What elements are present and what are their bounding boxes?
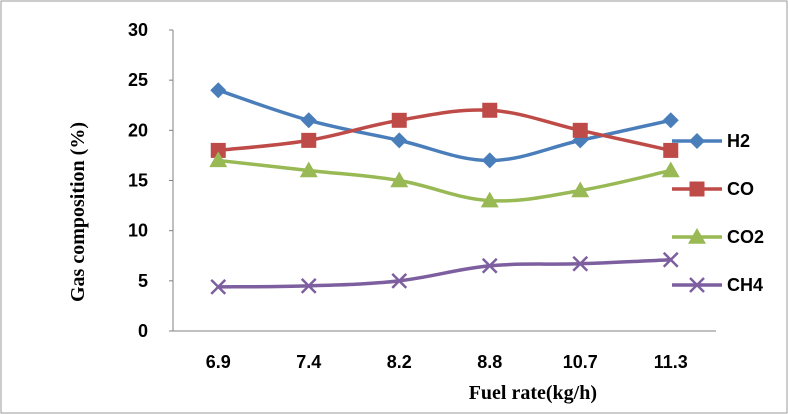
series-ch4 bbox=[210, 251, 679, 295]
legend-item-co: CO bbox=[672, 179, 754, 199]
data-point-ch4 bbox=[210, 278, 227, 295]
legend-marker-h2 bbox=[689, 133, 705, 149]
legend: H2 CO CO2 CH4 bbox=[672, 131, 764, 295]
data-point-co bbox=[482, 102, 498, 118]
legend-label: CO bbox=[727, 179, 754, 199]
data-point-h2 bbox=[300, 112, 317, 129]
data-point-co2 bbox=[480, 191, 499, 208]
x-tick-label: 8.8 bbox=[477, 352, 502, 372]
data-point-h2 bbox=[662, 112, 679, 129]
series-line-h2 bbox=[217, 88, 672, 163]
series-line-co2 bbox=[218, 158, 672, 203]
legend-label: CO2 bbox=[727, 227, 764, 247]
series-co bbox=[210, 102, 679, 158]
x-tick-label: 10.7 bbox=[563, 352, 598, 372]
legend-item-ch4: CH4 bbox=[672, 275, 763, 295]
data-point-ch4 bbox=[662, 251, 679, 268]
legend-label: CH4 bbox=[727, 275, 763, 295]
x-tick-label: 11.3 bbox=[654, 352, 688, 372]
data-point-ch4 bbox=[481, 257, 498, 274]
data-point-h2 bbox=[210, 82, 227, 99]
data-point-co2 bbox=[390, 171, 409, 188]
data-point-h2 bbox=[481, 152, 498, 169]
data-point-ch4 bbox=[391, 272, 408, 289]
y-tick-label: 30 bbox=[128, 20, 148, 40]
y-axis-title: Gas composition (%) bbox=[67, 122, 89, 302]
data-point-ch4 bbox=[300, 277, 317, 294]
series-co2 bbox=[209, 151, 680, 208]
data-point-co bbox=[301, 132, 317, 148]
y-tick-label: 0 bbox=[138, 321, 148, 341]
series-line-co bbox=[218, 108, 672, 153]
x-tick-label: 6.9 bbox=[206, 352, 231, 372]
y-tick-label: 20 bbox=[128, 120, 148, 140]
data-point-co bbox=[663, 142, 679, 158]
data-point-h2 bbox=[391, 132, 408, 149]
x-tick-label: 7.4 bbox=[296, 352, 321, 372]
legend-marker-co2 bbox=[688, 228, 706, 244]
x-axis-title: Fuel rate(kg/h) bbox=[469, 382, 597, 404]
legend-marker-co bbox=[689, 181, 705, 197]
legend-marker-ch4 bbox=[689, 277, 705, 293]
y-tick-label: 15 bbox=[128, 171, 148, 191]
data-point-co2 bbox=[571, 181, 590, 198]
legend-label: H2 bbox=[727, 131, 750, 151]
y-tick-label: 25 bbox=[128, 70, 148, 90]
data-point-ch4 bbox=[572, 255, 589, 272]
data-point-co2 bbox=[661, 161, 680, 178]
legend-item-h2: H2 bbox=[672, 131, 750, 151]
y-tick-label: 5 bbox=[138, 271, 148, 291]
x-tick-labels: 6.9 7.4 8.2 8.8 10.7 11.3 bbox=[206, 352, 688, 372]
data-point-co2 bbox=[209, 151, 228, 168]
legend-item-co2: CO2 bbox=[672, 227, 764, 247]
data-point-co bbox=[210, 142, 226, 158]
series-layer bbox=[209, 82, 680, 295]
data-point-co bbox=[391, 112, 407, 128]
data-point-co2 bbox=[299, 161, 318, 178]
y-tick-label: 10 bbox=[128, 221, 148, 241]
x-tick-label: 8.2 bbox=[387, 352, 412, 372]
series-line-ch4 bbox=[218, 258, 671, 289]
y-tick-labels: 0 5 10 15 20 25 30 bbox=[128, 20, 173, 341]
data-point-co bbox=[572, 122, 588, 138]
